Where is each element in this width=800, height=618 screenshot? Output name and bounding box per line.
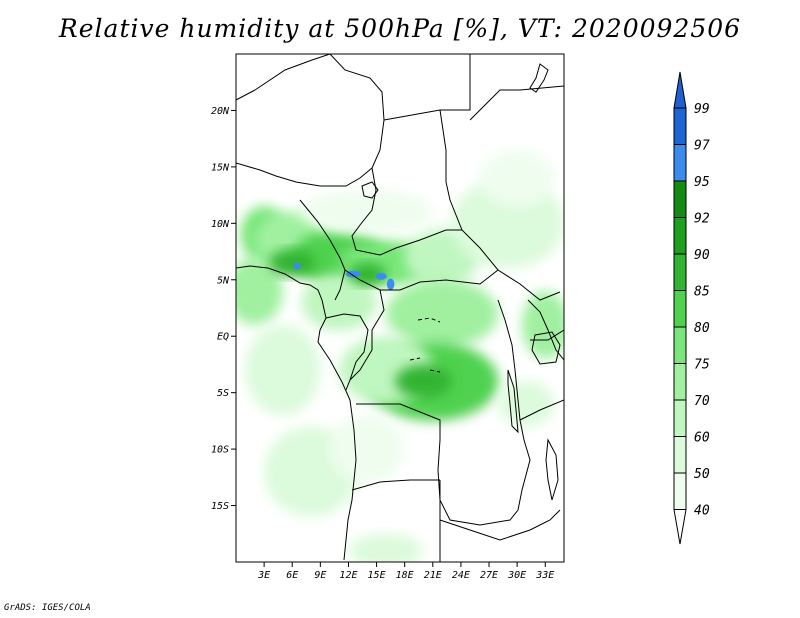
coastline-west <box>236 265 357 561</box>
colorbar-label: 90 <box>694 248 710 263</box>
colorbar-segment <box>674 144 686 181</box>
humidity-region-6 <box>479 149 555 207</box>
colorbar-label: 50 <box>694 467 710 482</box>
colorbar-segment <box>674 290 686 327</box>
border-drc-west <box>349 289 385 381</box>
border-chad-sudan <box>351 167 381 256</box>
humidity-region-17 <box>521 291 564 359</box>
map-frame <box>235 53 565 563</box>
plot-title: Relative humidity at 500hPa [%], VT: 202… <box>58 14 742 43</box>
lat-tick-label: 5S <box>217 388 229 399</box>
colorbar-label: 60 <box>694 431 710 446</box>
lat-tick-label: 10S <box>211 445 229 456</box>
border-libya <box>329 54 385 169</box>
humidity-region-9 <box>301 274 377 331</box>
border-drc-east <box>356 299 531 526</box>
border-tanzania <box>519 329 564 421</box>
grads-credit: GrADS: IGES/COLA <box>4 603 91 613</box>
humidity-region-25 <box>386 278 395 290</box>
colorbar-label: 92 <box>694 212 710 227</box>
colorbar-segment <box>674 181 686 218</box>
lon-tick-label: 24E <box>452 570 470 581</box>
border-ethiopia <box>469 85 564 121</box>
humidity-region-22 <box>293 262 301 270</box>
lat-tick-label: 10N <box>211 219 230 230</box>
border-nigeria-cameroon <box>299 199 346 301</box>
humidity-region-15 <box>329 415 405 483</box>
humidity-region-8 <box>236 257 283 325</box>
humidity-region-21 <box>395 364 452 399</box>
colorbar-label: 99 <box>694 102 710 117</box>
border-niger-chad <box>236 162 373 187</box>
border-car <box>344 229 499 291</box>
border-congo <box>325 313 369 391</box>
colorbar-bottom-arrow <box>673 509 687 545</box>
colorbar-segment <box>674 327 686 364</box>
border-zambia <box>439 509 561 541</box>
humidity-field <box>236 149 564 562</box>
colorbar-top-arrow <box>673 71 687 109</box>
colorbar-segment <box>674 363 686 400</box>
colorbar-label: 40 <box>694 504 710 519</box>
colorbar: 99 97 95 92 90 85 80 75 70 60 50 40 <box>673 71 710 545</box>
colorbar-label: 95 <box>694 175 710 190</box>
border-libya-egypt <box>383 54 471 121</box>
lon-tick-label: 12E <box>339 570 357 581</box>
humidity-region-7 <box>301 189 433 235</box>
border-uganda-kenya <box>527 299 564 361</box>
humidity-region-10 <box>385 279 499 348</box>
humidity-region-16 <box>348 533 424 562</box>
lake-tanganyika <box>507 369 519 434</box>
colorbar-label: 70 <box>694 394 710 409</box>
lon-tick-label: 3E <box>257 570 270 581</box>
lat-tick-label: 5N <box>217 275 230 286</box>
colorbar-label: 85 <box>694 285 710 300</box>
lake-chad <box>361 181 379 199</box>
lon-tick-label: 30E <box>507 570 526 581</box>
latitude-axis: 20N 15N 10N 5N EQ 5S 10S 15S <box>211 106 236 512</box>
colorbar-label: 80 <box>694 321 710 336</box>
lat-tick-label: 15S <box>211 501 229 512</box>
colorbar-label: 75 <box>694 358 710 373</box>
border-sudan <box>439 109 561 301</box>
lon-tick-label: 27E <box>480 570 498 581</box>
humidity-region-19 <box>268 249 316 277</box>
humidity-region-24 <box>375 273 387 280</box>
humidity-region-13 <box>245 324 321 416</box>
longitude-axis: 3E 6E 9E 12E 15E 18E 21E 24E 27E 30E 33E <box>257 562 554 581</box>
colorbar-label: 97 <box>694 139 710 154</box>
lon-tick-label: 33E <box>535 570 554 581</box>
border-angola <box>351 479 441 562</box>
lon-tick-label: 18E <box>396 570 414 581</box>
colorbar-segment <box>674 400 686 437</box>
lat-tick-label: 20N <box>211 106 230 117</box>
lon-tick-label: 6E <box>286 570 298 581</box>
colorbar-segment <box>674 217 686 254</box>
lat-tick-label: EQ <box>217 332 229 343</box>
border-algeria-niger <box>236 54 331 101</box>
lake-malawi <box>545 438 559 501</box>
lon-tick-label: 21E <box>424 570 442 581</box>
colorbar-segment <box>674 473 686 510</box>
colorbar-segment <box>674 108 686 145</box>
lat-tick-label: 15N <box>211 162 230 173</box>
river-congo <box>409 317 441 373</box>
lon-tick-label: 15E <box>368 570 386 581</box>
humidity-region-18 <box>498 381 555 427</box>
lake-victoria <box>531 331 561 365</box>
coastline-east <box>529 63 549 93</box>
colorbar-segment <box>674 436 686 473</box>
country-borders <box>236 54 564 562</box>
lon-tick-label: 9E <box>314 570 326 581</box>
colorbar-segment <box>674 254 686 291</box>
humidity-region-20 <box>348 262 386 286</box>
